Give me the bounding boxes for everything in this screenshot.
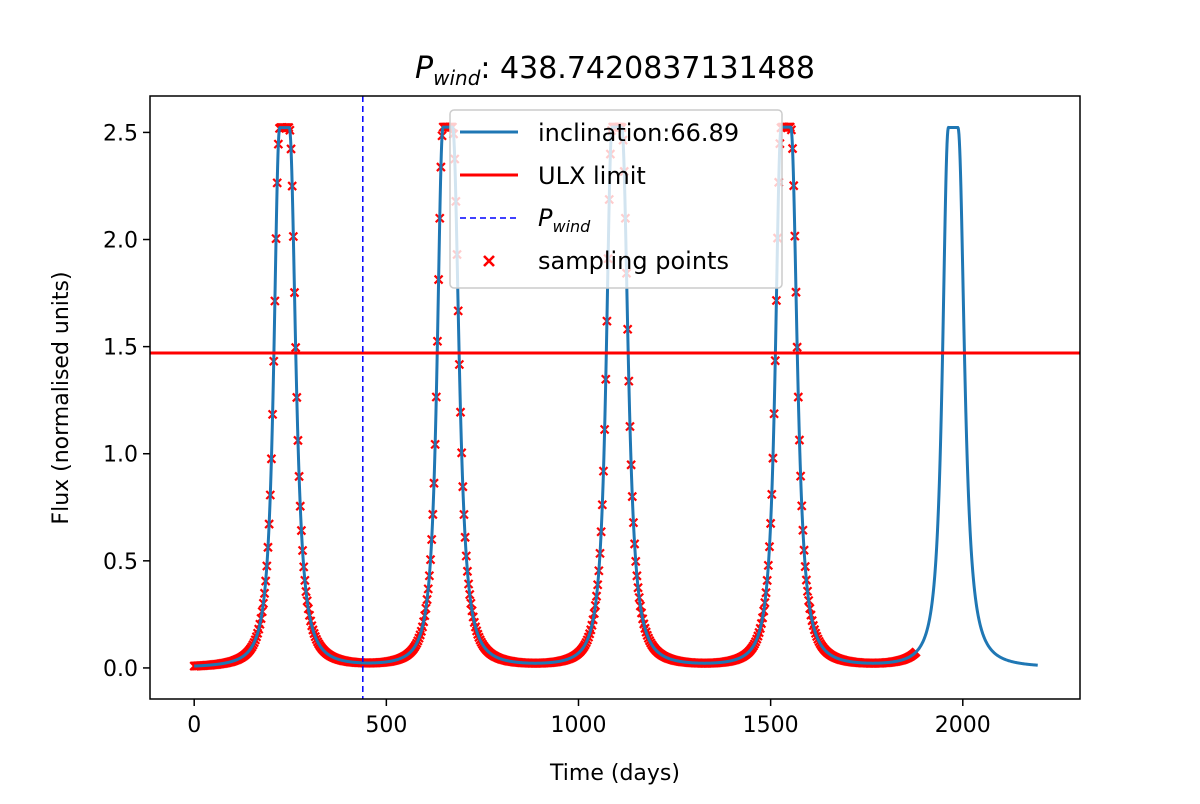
x-tick-label: 500	[365, 713, 407, 738]
legend-points-swatch	[483, 255, 495, 267]
plot-frame	[149, 95, 1081, 700]
legend: inclination:66.89 ULX limit Pwind sampli…	[449, 109, 783, 289]
legend-curve-label: inclination:66.89	[538, 119, 739, 147]
y-axis-label: Flux (normalised units)	[49, 271, 74, 524]
y-tick-label: 2.5	[103, 121, 138, 146]
x-tick-label: 1500	[743, 713, 799, 738]
legend-pwind-label: Pwind	[538, 204, 591, 236]
x-tick-label: 1000	[550, 713, 606, 738]
chart-title: Pwind: 438.7420837131488	[415, 51, 815, 90]
y-tick-label: 1.5	[103, 336, 138, 361]
legend-points-label: sampling points	[538, 247, 729, 275]
x-tick-label: 0	[187, 713, 201, 738]
y-tick-label: 2.0	[103, 229, 138, 254]
legend-ulx-label: ULX limit	[538, 162, 646, 190]
y-tick-label: 0.0	[103, 657, 138, 682]
y-axis: 0.0 0.5 1.0 1.5 2.0 2.5	[103, 121, 150, 682]
x-tick-label: 2000	[935, 713, 991, 738]
x-axis-label: Time (days)	[549, 761, 680, 786]
legend-point-marker	[483, 255, 495, 267]
y-tick-label: 0.5	[103, 550, 138, 575]
y-tick-label: 1.0	[103, 443, 138, 468]
x-axis: 0 500 1000 1500 2000	[187, 699, 991, 738]
legend-box	[449, 109, 783, 289]
